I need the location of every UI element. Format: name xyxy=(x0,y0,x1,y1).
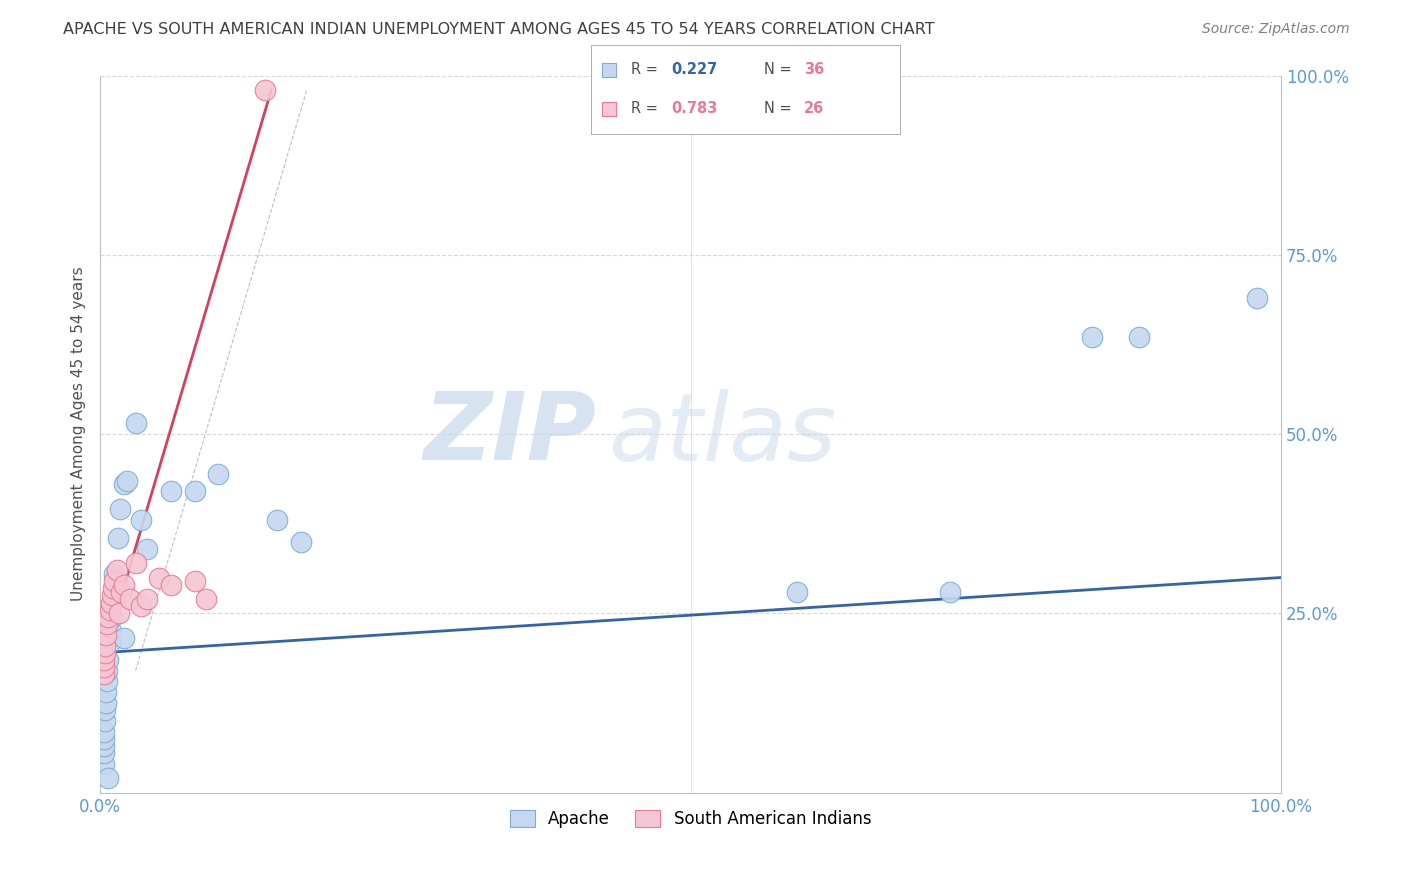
Point xyxy=(1081,330,1104,344)
Point xyxy=(94,628,117,642)
Point xyxy=(108,502,131,516)
Text: 36: 36 xyxy=(804,62,824,77)
Legend: Apache, South American Indians: Apache, South American Indians xyxy=(503,803,877,835)
Text: R =: R = xyxy=(631,62,662,77)
Text: Source: ZipAtlas.com: Source: ZipAtlas.com xyxy=(1202,22,1350,37)
Point xyxy=(97,610,120,624)
Point xyxy=(94,696,117,710)
Y-axis label: Unemployment Among Ages 45 to 54 years: Unemployment Among Ages 45 to 54 years xyxy=(72,267,86,601)
Point xyxy=(93,756,115,771)
Point xyxy=(124,417,146,431)
Text: 0.227: 0.227 xyxy=(671,62,717,77)
Point xyxy=(939,585,962,599)
Point xyxy=(786,585,808,599)
Point xyxy=(103,574,125,588)
Point xyxy=(124,556,146,570)
Point xyxy=(136,541,159,556)
Point xyxy=(207,467,229,481)
Point xyxy=(93,660,115,674)
Point xyxy=(117,474,139,488)
Point xyxy=(598,102,620,116)
Point xyxy=(290,534,312,549)
Point xyxy=(94,714,117,728)
Point xyxy=(195,592,218,607)
Point xyxy=(96,617,118,632)
Point xyxy=(94,703,117,717)
Point xyxy=(101,589,124,603)
Text: R =: R = xyxy=(631,102,662,116)
Point xyxy=(100,596,122,610)
Point xyxy=(266,513,288,527)
Point xyxy=(93,724,115,739)
Point xyxy=(101,581,124,595)
Text: 0.783: 0.783 xyxy=(671,102,717,116)
Point xyxy=(93,653,115,667)
Point xyxy=(94,646,117,660)
Point xyxy=(131,599,153,614)
Point xyxy=(103,566,125,581)
Point xyxy=(254,83,277,97)
Point xyxy=(112,577,135,591)
Point xyxy=(96,674,118,689)
Text: N =: N = xyxy=(763,102,796,116)
Point xyxy=(105,563,128,577)
Point xyxy=(98,603,121,617)
Point xyxy=(93,731,115,746)
Point xyxy=(1246,291,1268,305)
Point xyxy=(112,632,135,646)
Point xyxy=(131,513,153,527)
Point xyxy=(108,607,131,621)
Text: ZIP: ZIP xyxy=(423,388,596,480)
Point xyxy=(97,653,120,667)
Text: atlas: atlas xyxy=(607,389,837,480)
Point xyxy=(107,531,129,545)
Point xyxy=(93,667,115,681)
Point xyxy=(598,62,620,77)
Point xyxy=(183,574,205,588)
Point xyxy=(112,477,135,491)
Point xyxy=(100,624,122,639)
Point xyxy=(101,592,124,607)
Point xyxy=(183,484,205,499)
Point xyxy=(98,635,121,649)
Text: 26: 26 xyxy=(804,102,824,116)
Point xyxy=(160,577,183,591)
Point xyxy=(96,664,118,678)
Text: APACHE VS SOUTH AMERICAN INDIAN UNEMPLOYMENT AMONG AGES 45 TO 54 YEARS CORRELATI: APACHE VS SOUTH AMERICAN INDIAN UNEMPLOY… xyxy=(63,22,935,37)
Point xyxy=(94,639,117,653)
Point xyxy=(94,685,117,699)
Point xyxy=(148,570,170,584)
Point xyxy=(160,484,183,499)
Point xyxy=(110,585,132,599)
Point xyxy=(93,746,115,760)
Text: N =: N = xyxy=(763,62,796,77)
Point xyxy=(97,772,120,786)
Point xyxy=(1128,330,1150,344)
Point xyxy=(101,610,124,624)
Point xyxy=(136,592,159,607)
Point xyxy=(118,592,141,607)
Point xyxy=(93,739,115,753)
